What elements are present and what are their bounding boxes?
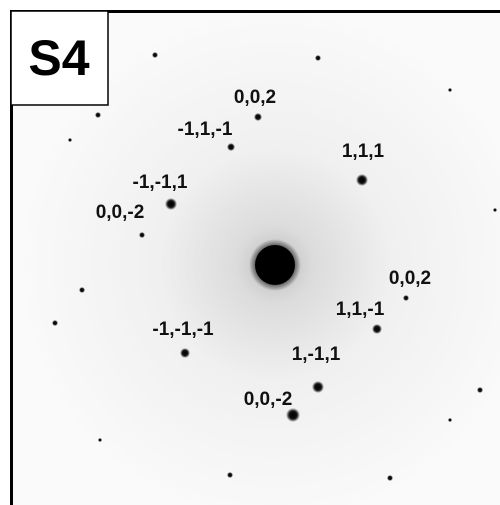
- diffraction-spot: [372, 324, 382, 334]
- spot-label: 1,-1,1: [292, 344, 341, 365]
- diffraction-spot: [98, 438, 102, 442]
- diffraction-spot: [227, 472, 233, 478]
- page: S4 0,0,2-1,1,-11,1,1-1,-1,10,0,-20,0,21,…: [0, 0, 500, 505]
- central-beam-core: [255, 245, 295, 285]
- diffraction-spot: [180, 348, 190, 358]
- panel-label: S4: [28, 30, 89, 86]
- diffraction-spot: [165, 198, 177, 210]
- diffraction-spot: [95, 112, 101, 118]
- diffraction-spot: [477, 387, 483, 393]
- diffraction-spot: [448, 418, 452, 422]
- diffraction-spot: [139, 232, 145, 238]
- diffraction-spot: [315, 55, 321, 61]
- diffraction-spot: [286, 408, 300, 422]
- spot-label: 0,0,2: [234, 87, 276, 108]
- spot-label: 0,0,-2: [244, 389, 293, 410]
- spot-label: -1,1,-1: [178, 119, 233, 140]
- diffraction-spot: [403, 295, 409, 301]
- diffraction-spot: [254, 113, 262, 121]
- diffraction-spot: [227, 143, 235, 151]
- spot-label: -1,-1,1: [133, 172, 188, 193]
- diffraction-spot: [52, 320, 58, 326]
- diffraction-spot: [312, 381, 324, 393]
- diffraction-spot: [493, 208, 497, 212]
- spot-label: 0,0,-2: [96, 202, 145, 223]
- spot-label: 0,0,2: [389, 268, 431, 289]
- diffraction-spot: [387, 475, 393, 481]
- diffraction-spot: [79, 287, 85, 293]
- diffraction-spot: [448, 88, 452, 92]
- diffraction-spot: [356, 174, 368, 186]
- diffraction-spot: [152, 52, 158, 58]
- diffraction-spot: [68, 138, 72, 142]
- diffraction-image: S4 0,0,2-1,1,-11,1,1-1,-1,10,0,-20,0,21,…: [0, 0, 500, 505]
- spot-label: 1,1,1: [342, 141, 385, 162]
- spot-label: 1,1,-1: [336, 299, 385, 320]
- spot-label: -1,-1,-1: [152, 319, 214, 340]
